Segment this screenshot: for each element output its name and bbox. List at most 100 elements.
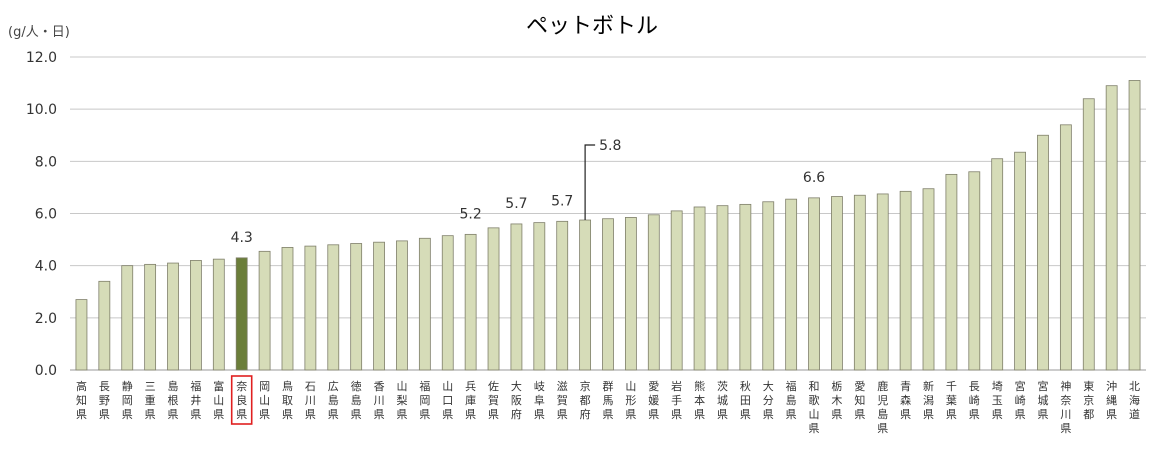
bar (1105, 85, 1118, 371)
highlight-box (230, 375, 253, 425)
svg-text:県: 県 (1015, 408, 1026, 421)
bar (144, 263, 157, 371)
x-tick-label: 千葉県 (946, 380, 957, 421)
svg-text:県: 県 (122, 408, 133, 421)
bar (281, 247, 294, 371)
svg-text:県: 県 (923, 408, 934, 421)
svg-text:県: 県 (396, 408, 407, 421)
svg-text:木: 木 (831, 394, 842, 407)
bar (579, 219, 592, 371)
svg-text:愛: 愛 (648, 380, 659, 393)
svg-text:山: 山 (809, 408, 820, 421)
svg-text:県: 県 (694, 408, 705, 421)
svg-text:県: 県 (168, 408, 179, 421)
bar (212, 258, 225, 371)
svg-text:愛: 愛 (854, 380, 865, 393)
svg-text:県: 県 (557, 408, 568, 421)
bar (831, 196, 843, 371)
svg-text:大: 大 (511, 379, 522, 393)
x-tick-label: 福井県 (190, 379, 201, 421)
svg-text:阪: 阪 (511, 393, 522, 407)
bar (1014, 151, 1026, 371)
x-tick-label: 兵庫県 (465, 380, 476, 421)
x-tick-label: 石川県 (305, 380, 316, 421)
svg-text:県: 県 (831, 408, 842, 421)
bar (1082, 98, 1095, 371)
x-tick-label: 鳥取県 (282, 379, 293, 421)
bar (418, 237, 431, 371)
svg-text:県: 県 (419, 408, 430, 421)
x-tick-label: 香川県 (374, 380, 385, 421)
svg-text:海: 海 (1129, 393, 1140, 407)
svg-text:川: 川 (1060, 408, 1071, 421)
x-tick-label: 愛媛県 (648, 380, 659, 421)
svg-text:崎: 崎 (1015, 393, 1026, 407)
data-label: 5.7 (505, 196, 527, 212)
svg-text:秋: 秋 (740, 379, 751, 393)
svg-text:富: 富 (213, 379, 224, 393)
x-tick-label: 長野県 (99, 380, 110, 421)
svg-text:島: 島 (168, 379, 179, 393)
bar (75, 299, 88, 371)
svg-text:城: 城 (717, 394, 728, 407)
bar (899, 190, 912, 371)
svg-text:賀: 賀 (488, 394, 499, 407)
x-tick-label: 高知県 (76, 379, 87, 421)
svg-text:京: 京 (580, 379, 591, 393)
y-unit-label: (g/人・日) (8, 25, 70, 40)
svg-text:県: 県 (992, 408, 1003, 421)
svg-text:山: 山 (259, 394, 270, 407)
svg-text:福: 福 (786, 379, 797, 393)
svg-text:県: 県 (1060, 422, 1071, 435)
svg-text:田: 田 (740, 394, 751, 407)
svg-text:本: 本 (694, 393, 705, 407)
bar (739, 203, 752, 371)
bar (1059, 124, 1072, 371)
data-label: 6.6 (803, 170, 825, 186)
svg-text:山: 山 (396, 380, 407, 393)
x-tick-label: 新潟県 (923, 379, 934, 421)
svg-text:徳: 徳 (351, 380, 362, 393)
svg-text:梨: 梨 (396, 393, 407, 407)
svg-text:岡: 岡 (259, 380, 270, 393)
bar (785, 198, 798, 371)
x-tick-label: 長崎県 (969, 380, 980, 421)
svg-text:静: 静 (122, 379, 133, 393)
bar (327, 244, 340, 371)
bar (441, 235, 454, 371)
svg-text:城: 城 (1037, 394, 1048, 407)
svg-text:森: 森 (900, 393, 911, 407)
svg-text:青: 青 (900, 380, 911, 393)
svg-text:北: 北 (1129, 380, 1140, 393)
svg-text:埼: 埼 (992, 379, 1003, 393)
svg-text:県: 県 (442, 408, 453, 421)
svg-text:県: 県 (671, 408, 682, 421)
y-tick-label: 4.0 (35, 259, 57, 275)
x-tick-label: 徳島県 (351, 380, 362, 421)
svg-text:東: 東 (1083, 380, 1094, 393)
bar (121, 265, 134, 371)
svg-text:千: 千 (946, 380, 957, 393)
bars (75, 80, 1141, 371)
svg-text:香: 香 (374, 380, 385, 393)
svg-text:県: 県 (328, 408, 339, 421)
svg-text:熊: 熊 (694, 379, 705, 393)
svg-text:形: 形 (625, 394, 636, 407)
bar (98, 280, 111, 371)
svg-text:県: 県 (351, 408, 362, 421)
svg-text:崎: 崎 (969, 393, 980, 407)
y-tick-label: 6.0 (35, 207, 57, 223)
x-tick-label: 群馬県 (603, 379, 614, 421)
svg-text:県: 県 (763, 408, 774, 421)
x-tick-label: 広島県 (328, 380, 339, 421)
data-label: 5.2 (460, 206, 482, 222)
bar (647, 214, 660, 371)
svg-text:潟: 潟 (923, 394, 934, 407)
svg-text:島: 島 (351, 393, 362, 407)
svg-text:県: 県 (305, 408, 316, 421)
y-tick-label: 0.0 (35, 363, 57, 379)
leader-line (584, 144, 596, 221)
svg-text:川: 川 (305, 394, 316, 407)
